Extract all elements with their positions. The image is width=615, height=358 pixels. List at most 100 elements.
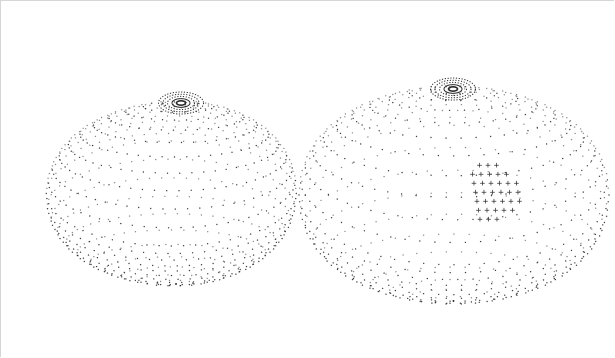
point — [554, 278, 557, 281]
point — [445, 251, 447, 253]
point — [590, 140, 593, 142]
point — [235, 120, 238, 123]
plus-marker: + — [514, 179, 520, 189]
point — [239, 121, 241, 123]
point — [510, 296, 512, 298]
left-lobe — [45, 91, 297, 287]
point — [65, 241, 67, 244]
point — [223, 277, 225, 279]
point — [475, 91, 477, 93]
point — [353, 112, 355, 114]
point — [252, 129, 255, 131]
point — [146, 244, 148, 246]
point — [55, 177, 57, 180]
point — [498, 291, 500, 294]
point — [523, 123, 525, 125]
point — [518, 284, 520, 286]
point — [118, 216, 120, 219]
point — [344, 136, 347, 138]
point — [242, 119, 244, 121]
point — [137, 281, 139, 283]
point — [279, 157, 282, 159]
point — [464, 271, 467, 274]
point — [100, 123, 103, 125]
point — [206, 142, 209, 144]
point — [327, 194, 330, 197]
point — [109, 220, 111, 223]
point — [199, 127, 201, 129]
point — [64, 181, 67, 183]
point — [138, 279, 140, 281]
point — [381, 100, 383, 103]
point — [229, 239, 231, 241]
point — [255, 144, 257, 147]
point — [380, 255, 382, 258]
point — [313, 233, 315, 235]
point — [582, 155, 584, 157]
point — [542, 223, 545, 226]
point — [446, 302, 448, 304]
point — [320, 140, 322, 142]
point — [369, 106, 371, 109]
point — [145, 257, 147, 259]
point — [546, 282, 548, 284]
point — [81, 176, 84, 178]
point — [511, 237, 514, 239]
point — [295, 187, 297, 190]
point — [188, 283, 191, 286]
point — [51, 168, 53, 170]
point — [141, 104, 143, 106]
point — [232, 253, 234, 255]
point — [344, 272, 346, 274]
point — [215, 139, 217, 141]
point — [249, 233, 252, 235]
point — [285, 154, 288, 157]
point — [225, 119, 227, 121]
point — [589, 186, 591, 188]
point — [394, 92, 397, 95]
point — [133, 115, 135, 117]
point — [166, 120, 168, 122]
point — [260, 251, 263, 253]
point — [181, 283, 183, 286]
point — [553, 270, 555, 273]
point — [79, 251, 82, 253]
point — [212, 215, 214, 217]
point — [470, 297, 473, 299]
point — [108, 117, 110, 120]
point — [594, 147, 597, 150]
point — [287, 209, 290, 212]
point — [106, 259, 108, 261]
point — [570, 263, 572, 266]
point — [274, 198, 277, 200]
point — [59, 151, 61, 153]
point — [176, 195, 178, 197]
point — [248, 147, 251, 149]
point — [352, 270, 355, 273]
point — [214, 170, 216, 172]
point — [222, 204, 224, 206]
point — [503, 134, 505, 136]
point — [90, 260, 92, 262]
plus-marker: + — [515, 188, 521, 198]
point — [243, 116, 245, 119]
point — [502, 105, 504, 107]
point — [210, 206, 213, 208]
point — [491, 281, 493, 283]
point — [607, 187, 609, 189]
point — [536, 285, 538, 287]
point — [361, 104, 363, 106]
point — [192, 226, 194, 228]
point — [177, 278, 179, 280]
point — [245, 164, 247, 167]
point — [420, 267, 422, 270]
point — [214, 279, 216, 281]
point — [539, 136, 541, 138]
point — [531, 99, 533, 101]
point — [606, 179, 609, 181]
point — [120, 168, 122, 171]
point — [252, 263, 254, 266]
point — [269, 137, 271, 139]
point — [212, 262, 214, 265]
point — [309, 238, 311, 240]
